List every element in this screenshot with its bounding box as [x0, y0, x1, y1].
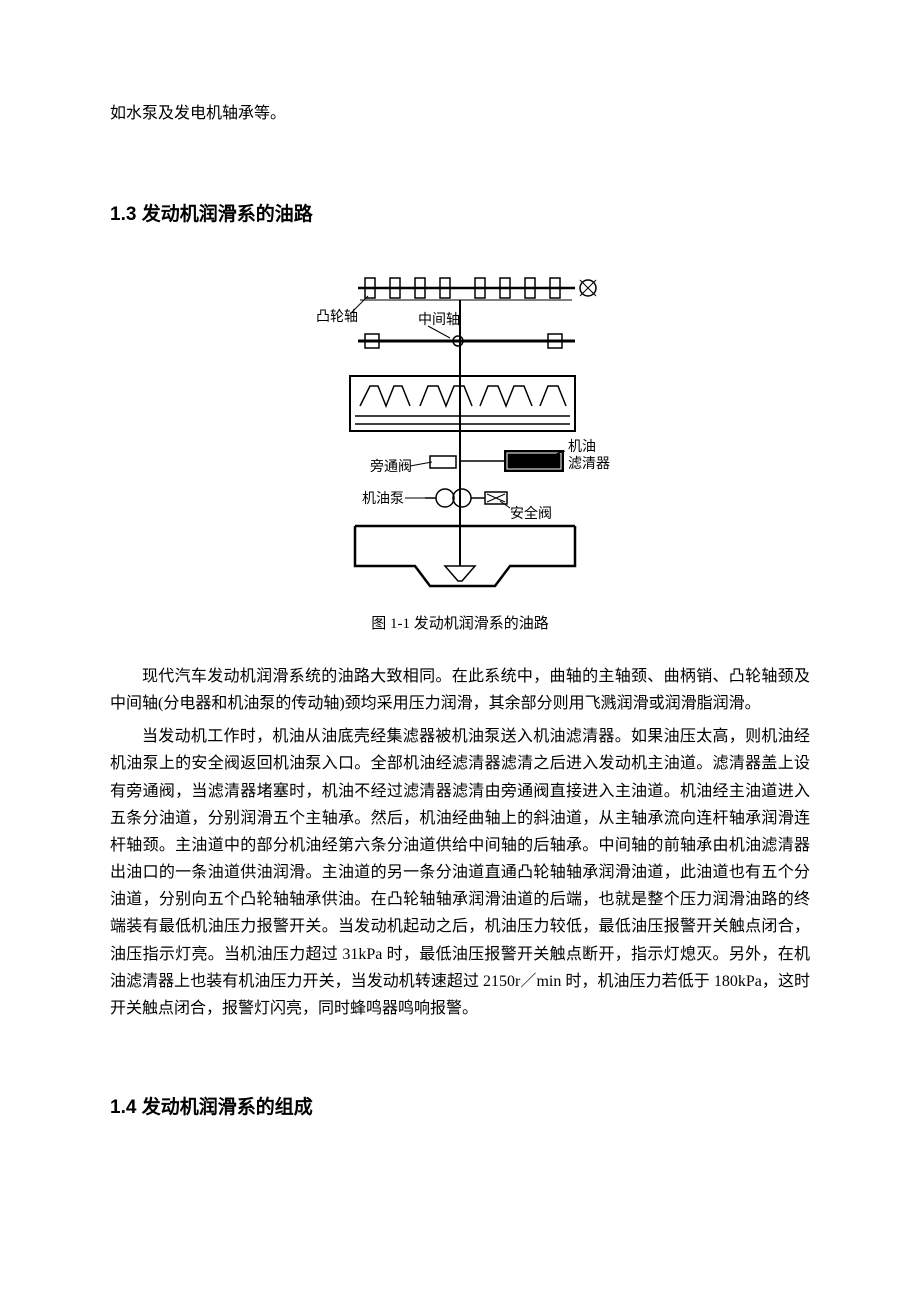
label-oil-filter-1: 机油: [568, 439, 596, 455]
heading-1-3: 1.3 发动机润滑系的油路: [110, 199, 810, 226]
heading-1-4: 1.4 发动机润滑系的组成: [110, 1092, 810, 1119]
label-camshaft: 凸轮轴: [316, 309, 358, 325]
figure-caption: 图 1-1 发动机润滑系的油路: [110, 612, 810, 633]
label-oil-pump: 机油泵: [362, 491, 404, 507]
intro-line: 如水泵及发电机轴承等。: [110, 100, 810, 129]
label-intermediate-shaft: 中间轴: [418, 312, 460, 328]
paragraph-1: 现代汽车发动机润滑系统的油路大致相同。在此系统中，曲轴的主轴颈、曲柄销、凸轮轴颈…: [110, 663, 810, 717]
page: 如水泵及发电机轴承等。 1.3 发动机润滑系的油路: [0, 0, 920, 1302]
figure-block: 凸轮轴 中间轴 旁通阀 机油 滤清器 机油泵 安全阀 图 1-1 发动机润滑系的…: [110, 266, 810, 633]
label-oil-filter-2: 滤清器: [568, 456, 610, 472]
oil-path-diagram: 凸轮轴 中间轴 旁通阀 机油 滤清器 机油泵 安全阀: [310, 266, 610, 606]
label-bypass-valve: 旁通阀: [370, 458, 412, 475]
label-safety-valve: 安全阀: [510, 505, 552, 522]
paragraph-2: 当发动机工作时，机油从油底壳经集滤器被机油泵送入机油滤清器。如果油压太高，则机油…: [110, 723, 810, 1022]
